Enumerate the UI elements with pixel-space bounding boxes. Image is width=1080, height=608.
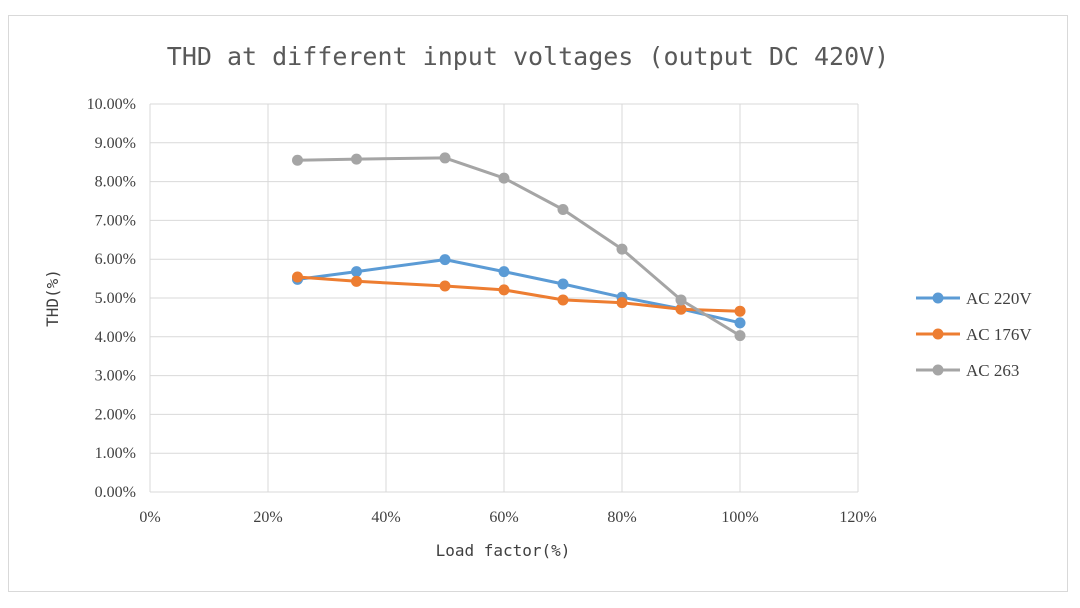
chart-title: THD at different input voltages (output … [167, 42, 889, 71]
x-tick-label: 40% [371, 509, 400, 526]
data-point-ac-176v[interactable] [675, 303, 687, 315]
data-point-ac-176v[interactable] [439, 280, 451, 292]
x-tick-label: 0% [139, 509, 160, 526]
data-point-ac-263[interactable] [498, 172, 510, 184]
legend-item-ac-176v[interactable]: AC 176V [916, 325, 1032, 344]
chart-frame [8, 15, 1068, 592]
series-line-ac-263 [296, 156, 742, 338]
y-tick-label: 1.00% [95, 445, 136, 462]
x-tick-label: 120% [839, 509, 876, 526]
data-point-ac-220v[interactable] [734, 317, 746, 329]
y-tick-label: 3.00% [95, 368, 136, 385]
legend-swatch-marker [932, 292, 944, 304]
y-tick-label: 8.00% [95, 174, 136, 191]
legend-label: AC 263 [966, 361, 1019, 380]
y-tick-label: 0.00% [95, 484, 136, 501]
data-point-ac-263[interactable] [351, 153, 362, 165]
y-tick-label: 4.00% [95, 329, 136, 346]
y-tick-label: 2.00% [95, 406, 136, 423]
legend-label: AC 176V [966, 325, 1032, 344]
data-point-ac-263[interactable] [557, 204, 569, 216]
legend-item-ac-263[interactable]: AC 263 [916, 361, 1019, 380]
data-point-ac-176v[interactable] [734, 305, 746, 317]
x-tick-label: 80% [607, 509, 636, 526]
data-point-ac-176v[interactable] [292, 271, 303, 283]
legend-label: AC 220V [966, 289, 1032, 308]
data-point-ac-176v[interactable] [498, 284, 510, 296]
x-tick-label: 20% [253, 509, 282, 526]
series-layer [292, 152, 746, 342]
data-point-ac-263[interactable] [675, 294, 687, 306]
legend-swatch-marker [932, 328, 944, 340]
data-point-ac-263[interactable] [616, 243, 628, 255]
y-tick-label: 10.00% [87, 96, 136, 113]
legend[interactable]: AC 220V AC 176V AC 263 [916, 289, 1032, 380]
data-point-ac-263[interactable] [734, 330, 746, 342]
data-point-ac-176v[interactable] [557, 294, 569, 306]
series-ac-176v [292, 271, 746, 317]
x-axis-title: Load factor(%) [436, 541, 571, 560]
legend-item-ac-220v[interactable]: AC 220V [916, 289, 1032, 308]
axis-layer: 0.00% 1.00% 2.00% 3.00% 4.00% 5.00% 6.00% 7.00%… [87, 96, 877, 526]
data-point-ac-263[interactable] [292, 154, 303, 166]
grid-layer [150, 103, 859, 492]
x-tick-label: 100% [721, 509, 758, 526]
y-tick-label: 6.00% [95, 251, 136, 268]
data-point-ac-263[interactable] [439, 152, 451, 164]
data-point-ac-176v[interactable] [616, 297, 628, 309]
data-point-ac-220v[interactable] [498, 266, 510, 278]
data-point-ac-176v[interactable] [351, 275, 362, 287]
y-tick-label: 9.00% [95, 135, 136, 152]
y-tick-label: 5.00% [95, 290, 136, 307]
data-point-ac-220v[interactable] [439, 254, 451, 266]
x-tick-label: 60% [489, 509, 518, 526]
series-ac-263 [292, 152, 746, 342]
legend-swatch-marker [932, 364, 944, 376]
y-axis-title: THD(%) [43, 269, 62, 327]
y-tick-label: 7.00% [95, 212, 136, 229]
data-point-ac-220v[interactable] [557, 278, 569, 290]
data-point-ac-220v[interactable] [351, 266, 362, 278]
series-line-ac-176v [296, 275, 742, 313]
